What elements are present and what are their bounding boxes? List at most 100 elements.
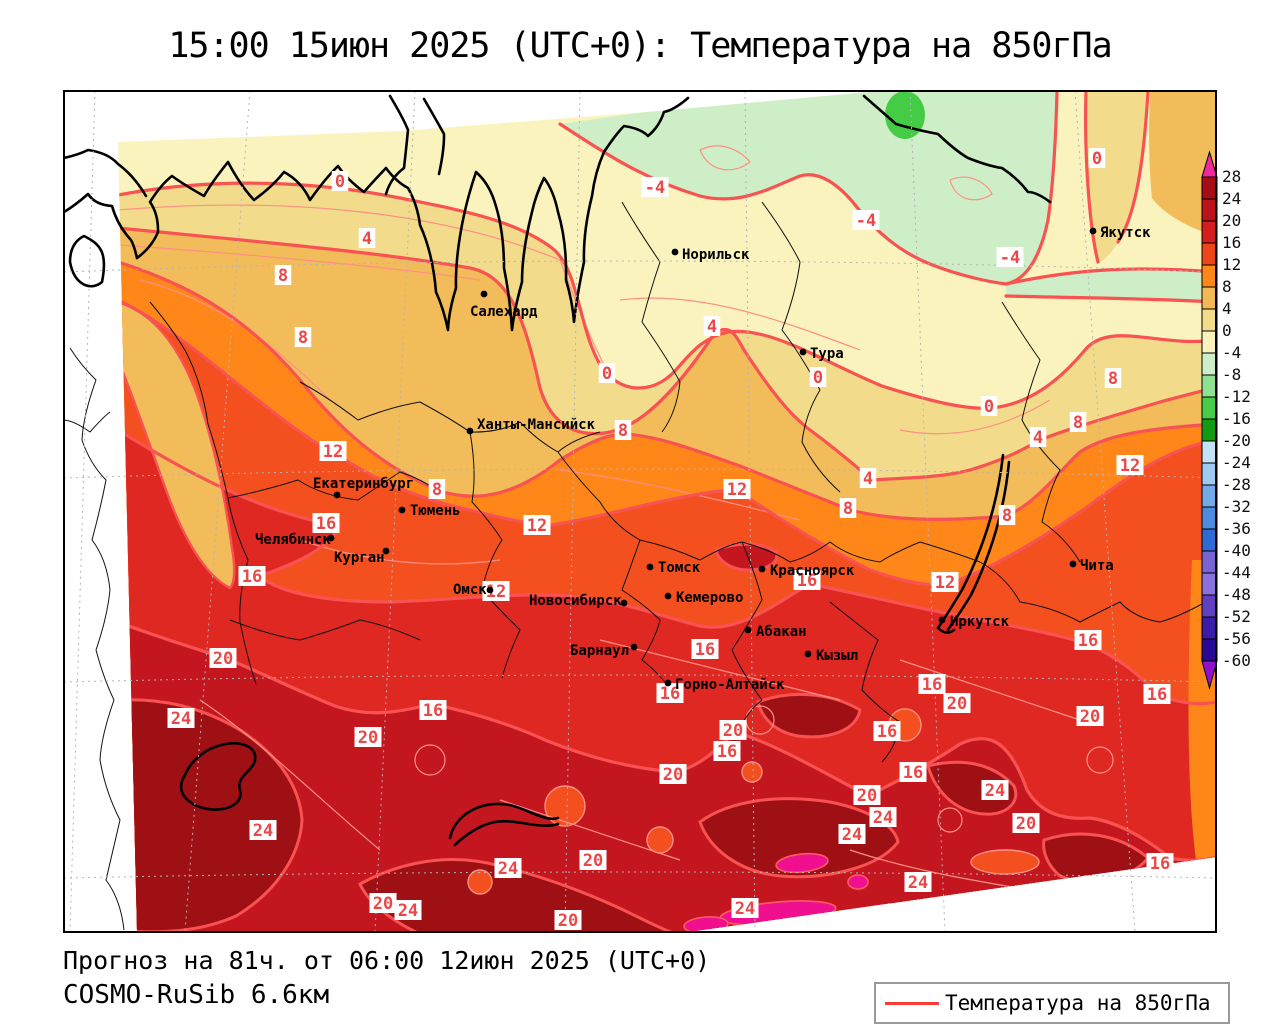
svg-text:Кызыл: Кызыл (816, 648, 858, 664)
svg-text:16: 16 (242, 567, 262, 587)
map-title: 15:00 15июн 2025 (UTC+0): Температура на… (168, 26, 1112, 66)
svg-text:12: 12 (527, 516, 547, 536)
svg-text:Кемерово: Кемерово (676, 590, 743, 606)
svg-text:20: 20 (663, 765, 683, 785)
svg-text:4: 4 (1222, 299, 1232, 318)
svg-text:20: 20 (583, 851, 603, 871)
svg-text:-8: -8 (1222, 365, 1241, 384)
svg-text:Екатеринбург: Екатеринбург (313, 476, 414, 492)
graticule (64, 91, 1216, 932)
svg-text:8: 8 (278, 266, 288, 286)
svg-text:16: 16 (1222, 233, 1241, 252)
svg-text:24: 24 (253, 821, 273, 841)
svg-text:16: 16 (797, 571, 817, 591)
svg-text:-16: -16 (1222, 409, 1251, 428)
svg-text:16: 16 (316, 514, 336, 534)
coastlines (68, 234, 1011, 847)
svg-text:16: 16 (1147, 685, 1167, 705)
legend-label: Температура на 850гПа (945, 991, 1211, 1015)
svg-text:-24: -24 (1222, 453, 1251, 472)
temperature-field (118, 91, 1216, 931)
svg-text:8: 8 (1073, 413, 1083, 433)
svg-text:16: 16 (877, 722, 897, 742)
svg-text:20: 20 (213, 649, 233, 669)
svg-text:8: 8 (432, 480, 442, 500)
svg-text:0: 0 (813, 368, 823, 388)
svg-text:Красноярск: Красноярск (770, 563, 855, 579)
svg-text:4: 4 (863, 469, 873, 489)
svg-text:-28: -28 (1222, 475, 1251, 494)
svg-text:-12: -12 (1222, 387, 1251, 406)
svg-text:-56: -56 (1222, 629, 1251, 648)
svg-text:Тюмень: Тюмень (410, 503, 461, 519)
arctic-coastline (64, 94, 1052, 332)
svg-text:24: 24 (985, 781, 1005, 801)
svg-text:12: 12 (1222, 255, 1241, 274)
svg-text:24: 24 (873, 808, 893, 828)
svg-text:16: 16 (717, 742, 737, 762)
forecast-text: Прогноз на 81ч. от 06:00 12июн 2025 (UTC… (63, 946, 711, 975)
svg-text:24: 24 (735, 899, 755, 919)
svg-text:8: 8 (843, 499, 853, 519)
svg-text:-20: -20 (1222, 431, 1251, 450)
svg-text:4: 4 (362, 229, 372, 249)
svg-text:4: 4 (1033, 428, 1043, 448)
svg-text:-4: -4 (645, 178, 665, 198)
svg-text:-32: -32 (1222, 497, 1251, 516)
svg-text:Томск: Томск (658, 560, 701, 576)
svg-text:16: 16 (1150, 854, 1170, 874)
svg-text:28: 28 (1222, 167, 1241, 186)
cold-core (885, 91, 925, 139)
svg-text:16: 16 (423, 701, 443, 721)
svg-text:24: 24 (498, 859, 518, 879)
svg-text:20: 20 (358, 728, 378, 748)
svg-text:20: 20 (558, 911, 578, 931)
map-frame (63, 90, 1217, 933)
svg-text:Омск: Омск (453, 582, 487, 598)
svg-text:8: 8 (618, 421, 628, 441)
svg-text:-52: -52 (1222, 607, 1251, 626)
cold-green-region (560, 91, 1057, 284)
svg-text:0: 0 (335, 172, 345, 192)
svg-text:16: 16 (660, 684, 680, 704)
legend-line-sample (885, 1001, 939, 1005)
svg-text:0: 0 (1092, 149, 1102, 169)
svg-text:12: 12 (727, 480, 747, 500)
model-text: COSMO-RuSib 6.6км (63, 980, 330, 1010)
svg-text:-4: -4 (1000, 248, 1020, 268)
svg-text:4: 4 (707, 317, 717, 337)
svg-text:16: 16 (1078, 631, 1098, 651)
svg-text:24: 24 (842, 825, 862, 845)
svg-text:Чита: Чита (1080, 558, 1114, 574)
svg-text:8: 8 (1108, 369, 1118, 389)
svg-text:Якутск: Якутск (1100, 225, 1151, 241)
svg-text:Салехард: Салехард (470, 304, 538, 320)
svg-text:-40: -40 (1222, 541, 1251, 560)
svg-text:8: 8 (1222, 277, 1232, 296)
svg-text:Абакан: Абакан (756, 624, 807, 640)
svg-text:24: 24 (908, 873, 928, 893)
svg-text:16: 16 (903, 763, 923, 783)
svg-text:16: 16 (922, 675, 942, 695)
svg-text:12: 12 (1120, 456, 1140, 476)
svg-text:-60: -60 (1222, 651, 1251, 670)
svg-text:Курган: Курган (334, 550, 385, 566)
svg-text:8: 8 (298, 328, 308, 348)
svg-text:20: 20 (1222, 211, 1241, 230)
svg-text:20: 20 (723, 721, 743, 741)
svg-text:20: 20 (947, 694, 967, 714)
svg-text:Челябинск: Челябинск (255, 532, 331, 548)
svg-text:-4: -4 (856, 211, 876, 231)
city-labels: Якутск Норильск Салехард Тура Ханты-Мансийск… (255, 225, 1151, 693)
svg-text:0: 0 (1222, 321, 1232, 340)
svg-text:16: 16 (695, 640, 715, 660)
svg-text:-44: -44 (1222, 563, 1251, 582)
temperature-colorbar: 28 24 20 16 12 8 4 0 -4 -8 -12 -16 -20 -24 -28 -32 -36 -4… (1201, 150, 1251, 690)
svg-text:Иркутск: Иркутск (950, 614, 1010, 630)
svg-text:12: 12 (935, 573, 955, 593)
svg-text:20: 20 (373, 894, 393, 914)
svg-text:Ханты-Мансийск: Ханты-Мансийск (477, 417, 596, 433)
svg-text:Горно-Алтайск: Горно-Алтайск (675, 677, 785, 693)
svg-text:24: 24 (171, 709, 191, 729)
